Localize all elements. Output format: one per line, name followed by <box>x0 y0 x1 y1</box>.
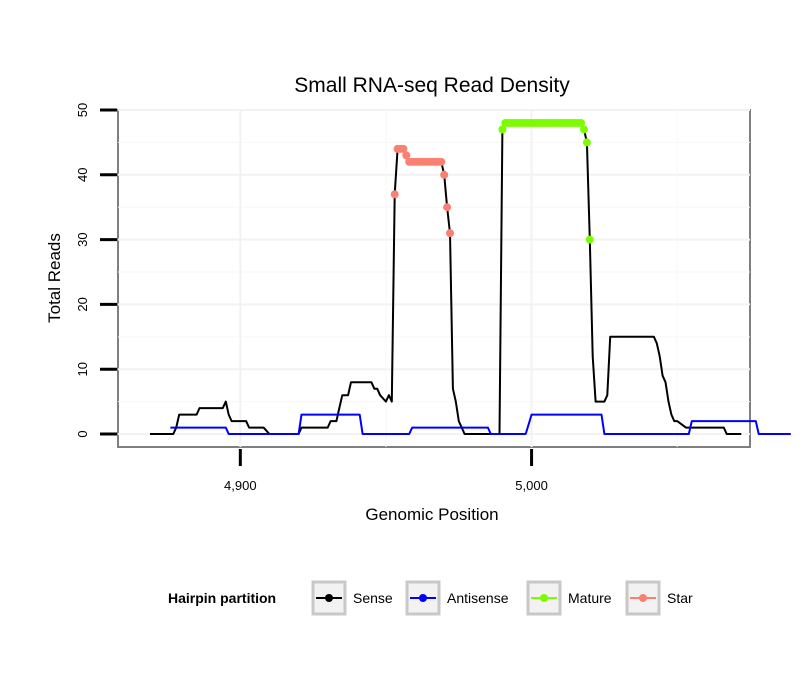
y-tick-label-1: 10 <box>75 362 90 376</box>
series-star-point-3 <box>399 144 408 153</box>
legend-key-point-star <box>639 594 647 602</box>
y-tick-label-0: 0 <box>75 430 90 437</box>
x-tick-label-0: 4,900 <box>224 478 257 493</box>
series-mature-point-30 <box>585 235 594 244</box>
y-tick-label-5: 50 <box>75 103 90 117</box>
legend-label-star: Star <box>667 590 693 606</box>
axes: 0 10 20 30 40 50 4,900 5,000 <box>75 103 548 493</box>
series-mature-point-27 <box>577 118 586 127</box>
plot-panel <box>117 109 751 448</box>
legend-key-point-mature <box>540 594 548 602</box>
y-tick-label-3: 30 <box>75 232 90 246</box>
chart-title: Small RNA-seq Read Density <box>294 74 570 97</box>
series-star-point-19 <box>446 229 455 238</box>
x-tick-label-1: 5,000 <box>515 478 548 493</box>
series-mature-point-0 <box>498 125 507 134</box>
y-tick-label-2: 20 <box>75 297 90 311</box>
series-star-point-18 <box>443 203 452 212</box>
series-mature-point-28 <box>579 125 588 134</box>
legend-label-antisense: Antisense <box>447 590 509 606</box>
x-axis-title: Genomic Position <box>365 505 498 524</box>
series-layer <box>150 118 791 435</box>
y-axis-title: Total Reads <box>45 233 64 323</box>
legend: Hairpin partition Sense Antisense Mature St… <box>168 580 693 616</box>
legend-title: Hairpin partition <box>168 590 276 606</box>
series-star-point-4 <box>402 151 411 160</box>
legend-label-mature: Mature <box>568 590 612 606</box>
series-mature-point-29 <box>582 138 591 147</box>
series-star-point-0 <box>390 190 399 199</box>
legend-label-sense: Sense <box>353 590 393 606</box>
legend-key-point-sense <box>325 594 333 602</box>
series-antisense-line <box>170 413 791 435</box>
y-tick-label-4: 40 <box>75 168 90 182</box>
legend-key-point-antisense <box>419 594 427 602</box>
series-star-point-16 <box>437 157 446 166</box>
series-star-point-17 <box>440 170 449 179</box>
